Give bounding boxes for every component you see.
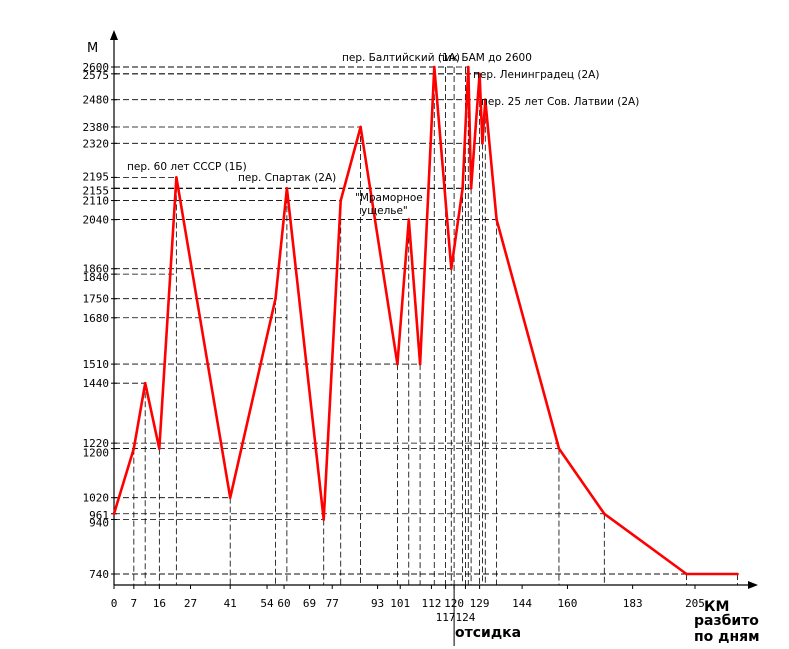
y-tick-label: 2155 xyxy=(83,184,110,197)
x-tick-label: 144 xyxy=(512,597,532,610)
annotation-mramornoe-2: ущелье" xyxy=(361,205,408,217)
series-point xyxy=(557,447,561,450)
x-tick-label: 112 xyxy=(421,597,441,610)
series-point xyxy=(132,447,136,450)
series-point xyxy=(407,218,411,221)
series-point xyxy=(359,125,362,129)
y-tick-label: 2575 xyxy=(83,69,110,82)
y-axis-arrow xyxy=(110,30,118,40)
series-point xyxy=(478,72,481,76)
y-tick-label: 2600 xyxy=(83,61,110,74)
y-tick-label: 961 xyxy=(89,509,109,522)
x-tick-label: 0 xyxy=(111,597,118,610)
x-tick-label: 160 xyxy=(558,597,578,610)
series-point xyxy=(736,572,739,576)
y-tick-label: 1020 xyxy=(83,492,110,505)
series-point xyxy=(418,362,422,366)
series-point xyxy=(274,297,277,300)
y-tick-label: 1220 xyxy=(83,437,110,450)
x-tick-label: 120 xyxy=(444,597,464,610)
annotation-peak-bam: пик БАМ до 2600 xyxy=(438,52,532,64)
series-point xyxy=(483,98,487,102)
series-point xyxy=(143,381,147,385)
series-point xyxy=(285,186,289,190)
x-tick-label: 101 xyxy=(390,597,410,610)
annotation-25-let-latvii: пер. 25 лет Сов. Латвии (2А) xyxy=(481,96,639,108)
y-tick-label: 2380 xyxy=(83,121,110,134)
x-tick-label: 54 xyxy=(260,597,274,610)
series-point xyxy=(339,199,343,202)
x-tick-label: 77 xyxy=(326,597,339,610)
annotation-60-let-sssr: пер. 60 лет СССР (1Б) xyxy=(127,161,247,173)
series-point xyxy=(461,186,464,190)
series-point xyxy=(432,65,436,69)
y-tick-label: 1200 xyxy=(83,447,110,460)
x-tick-label: 41 xyxy=(224,597,237,610)
y-tick-label: 2320 xyxy=(83,137,110,150)
series-point xyxy=(481,142,484,145)
y-tick-label: 740 xyxy=(89,568,109,581)
y-tick-label: 1440 xyxy=(83,377,110,390)
x-tick-label: 69 xyxy=(303,597,316,610)
y-tick-label: 2480 xyxy=(83,94,110,107)
y-tick-label: 1840 xyxy=(83,271,110,284)
series-point xyxy=(603,512,606,516)
x-tick-label: 183 xyxy=(623,597,643,610)
x-tick-label: 60 xyxy=(277,597,290,610)
x-tick-label: 124 xyxy=(455,611,475,624)
annotation-baltiysky: пер. Балтийский (1А) xyxy=(342,52,460,64)
x-tick-label: 93 xyxy=(371,597,384,610)
series-point xyxy=(685,572,688,576)
series-point xyxy=(158,447,161,450)
x-tick-label: 129 xyxy=(470,597,490,610)
annotation-otsidka: отсидка xyxy=(455,625,521,641)
y-axis-label: М xyxy=(87,41,98,56)
x-tick-label: 16 xyxy=(153,597,166,610)
annotation-po-dnyam: по дням xyxy=(694,629,760,645)
y-tick-label: 1510 xyxy=(83,358,110,371)
dashed-guides xyxy=(113,66,738,585)
x-axis-label: КМ xyxy=(704,599,729,615)
series-point xyxy=(322,518,326,521)
y-tick-label: 2195 xyxy=(83,170,110,183)
y-tick-label: 940 xyxy=(89,516,109,529)
annotation-razbito: разбито xyxy=(694,613,759,629)
x-tick-label: 117 xyxy=(436,611,456,624)
series-point xyxy=(228,496,232,499)
y-tick-label: 2110 xyxy=(83,195,110,208)
y-tick-label: 1860 xyxy=(83,263,110,276)
series-point xyxy=(495,218,498,221)
x-axis-arrow xyxy=(748,581,758,589)
series-group xyxy=(112,65,739,576)
series-point xyxy=(449,267,453,271)
annotations: М КМ пер. Балтийский (1А) пик БАМ до 260… xyxy=(87,41,760,645)
y-tick-label: 2040 xyxy=(83,214,110,227)
series-point xyxy=(466,65,470,69)
series-point xyxy=(112,512,116,516)
series-point xyxy=(175,176,178,179)
annotation-mramornoe-1: "Мраморное xyxy=(355,192,423,204)
y-tick-label: 1680 xyxy=(83,312,110,325)
series-point xyxy=(396,362,399,366)
annotation-leningradets: пер. Ленинградец (2А) xyxy=(473,69,599,81)
series-point xyxy=(469,186,473,190)
x-tick-label: 205 xyxy=(685,597,705,610)
annotation-spartak: пер. Спартак (2А) xyxy=(238,172,336,184)
y-tick-label: 1750 xyxy=(83,293,110,306)
x-tick-label: 7 xyxy=(131,597,138,610)
x-tick-label: 27 xyxy=(184,597,197,610)
